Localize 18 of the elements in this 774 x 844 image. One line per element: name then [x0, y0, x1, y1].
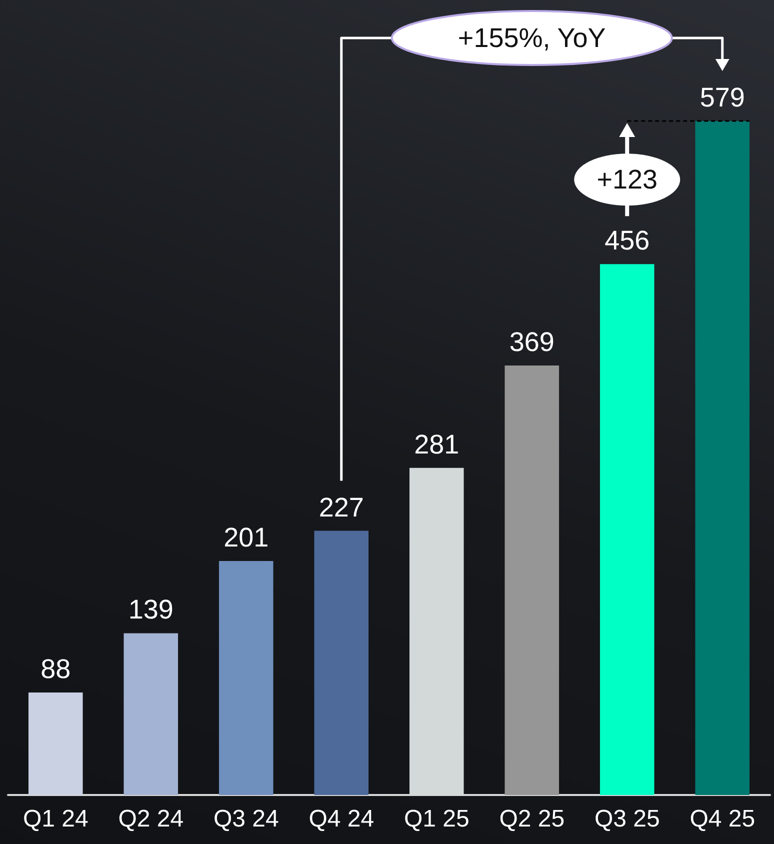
x-tick-label: Q2 25 — [499, 806, 565, 832]
data-label: 369 — [509, 326, 554, 357]
x-tick-label: Q3 25 — [594, 806, 660, 832]
x-tick-label: Q4 24 — [308, 806, 374, 832]
data-label: 579 — [700, 82, 745, 112]
annotation: +123 — [596, 164, 658, 195]
data-label: 139 — [128, 594, 174, 625]
data-label: 88 — [40, 654, 71, 684]
data-label: 227 — [318, 492, 364, 522]
data-label: 456 — [604, 226, 650, 256]
data-label: 281 — [414, 429, 460, 460]
x-tick-label: Q3 24 — [213, 806, 279, 832]
x-tick-label: Q4 25 — [690, 806, 756, 832]
data-label: 201 — [224, 522, 269, 553]
x-tick-label: Q1 24 — [22, 806, 88, 832]
x-tick-label: Q1 25 — [404, 806, 470, 832]
text: +155%, YoY — [458, 23, 606, 53]
x-tick-label: Q2 24 — [118, 806, 184, 832]
